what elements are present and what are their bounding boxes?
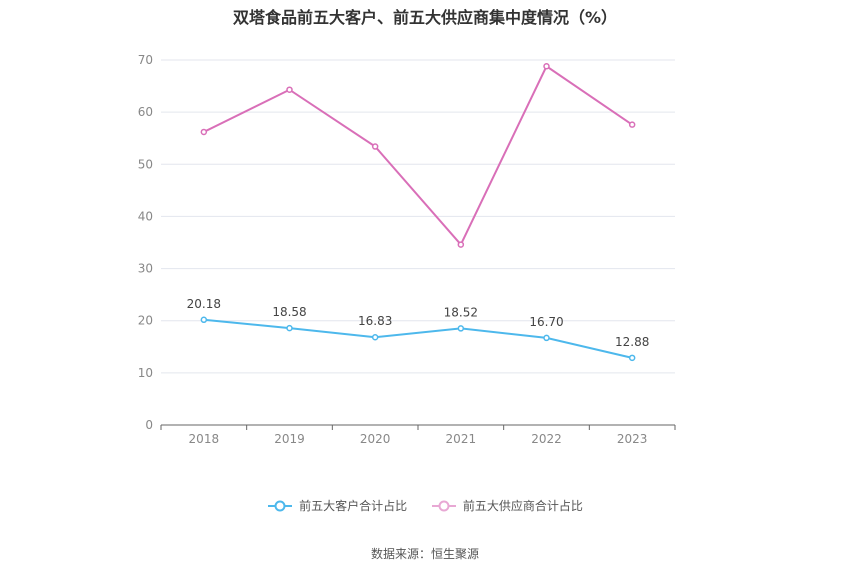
x-axis: 2018 2019 2020 2021 2022 2023: [160, 424, 676, 446]
x-tick-label: 2021: [446, 432, 477, 446]
data-point: [200, 316, 208, 324]
data-label: 16.83: [358, 314, 392, 328]
y-tick-label: 50: [138, 157, 153, 171]
data-label: 16.70: [529, 315, 563, 329]
x-tick-label: 2022: [531, 432, 562, 446]
y-tick-label: 30: [138, 262, 153, 276]
y-tick-label: 40: [138, 209, 153, 223]
legend-item-customers[interactable]: 前五大客户合计占比: [267, 497, 407, 514]
data-label: 18.52: [444, 305, 478, 319]
data-point: [371, 333, 379, 341]
legend-marker-customers: [268, 500, 293, 511]
data-point: [286, 324, 293, 332]
data-label: 12.88: [615, 335, 649, 349]
y-tick-label: 10: [138, 366, 153, 380]
data-label: 20.18: [187, 297, 221, 311]
data-point: [457, 241, 465, 248]
legend-marker-suppliers: [431, 500, 456, 511]
grid-lines: [161, 59, 675, 374]
data-point: [200, 128, 208, 136]
x-tick-label: 2019: [274, 432, 305, 446]
legend-label-customers: 前五大客户合计占比: [299, 499, 408, 513]
series-line-1: [203, 64, 633, 247]
line-chart: 0 10 20 30 40 50 60 70 2018 2019 2020 2021 2022 2023…: [138, 53, 676, 446]
x-tick-label: 2023: [617, 432, 648, 446]
chart-title: 双塔食品前五大客户、前五大供应商集中度情况（%）: [232, 8, 618, 27]
y-tick-label: 20: [138, 314, 153, 328]
data-point: [543, 63, 550, 70]
y-tick-label: 0: [145, 418, 153, 432]
x-tick-label: 2018: [189, 432, 220, 446]
series-group: 20.18 18.58 16.83 18.52 16.70 12.88: [187, 63, 649, 362]
data-point: [628, 354, 636, 362]
data-point: [457, 325, 465, 332]
data-point: [286, 86, 293, 93]
y-tick-label: 70: [138, 53, 153, 67]
series-line-0: [203, 318, 633, 359]
data-point: [371, 143, 379, 150]
y-axis: 0 10 20 30 40 50 60 70: [138, 53, 153, 432]
x-tick-label: 2020: [360, 432, 391, 446]
legend: 前五大客户合计占比 前五大供应商合计占比: [0, 497, 850, 515]
legend-item-suppliers[interactable]: 前五大供应商合计占比: [431, 497, 583, 514]
y-tick-label: 60: [138, 105, 153, 119]
data-point: [543, 334, 550, 342]
data-point: [628, 121, 636, 128]
source-note: 数据来源：恒生聚源: [370, 547, 479, 561]
data-label: 18.58: [272, 305, 306, 319]
legend-label-suppliers: 前五大供应商合计占比: [462, 499, 583, 513]
